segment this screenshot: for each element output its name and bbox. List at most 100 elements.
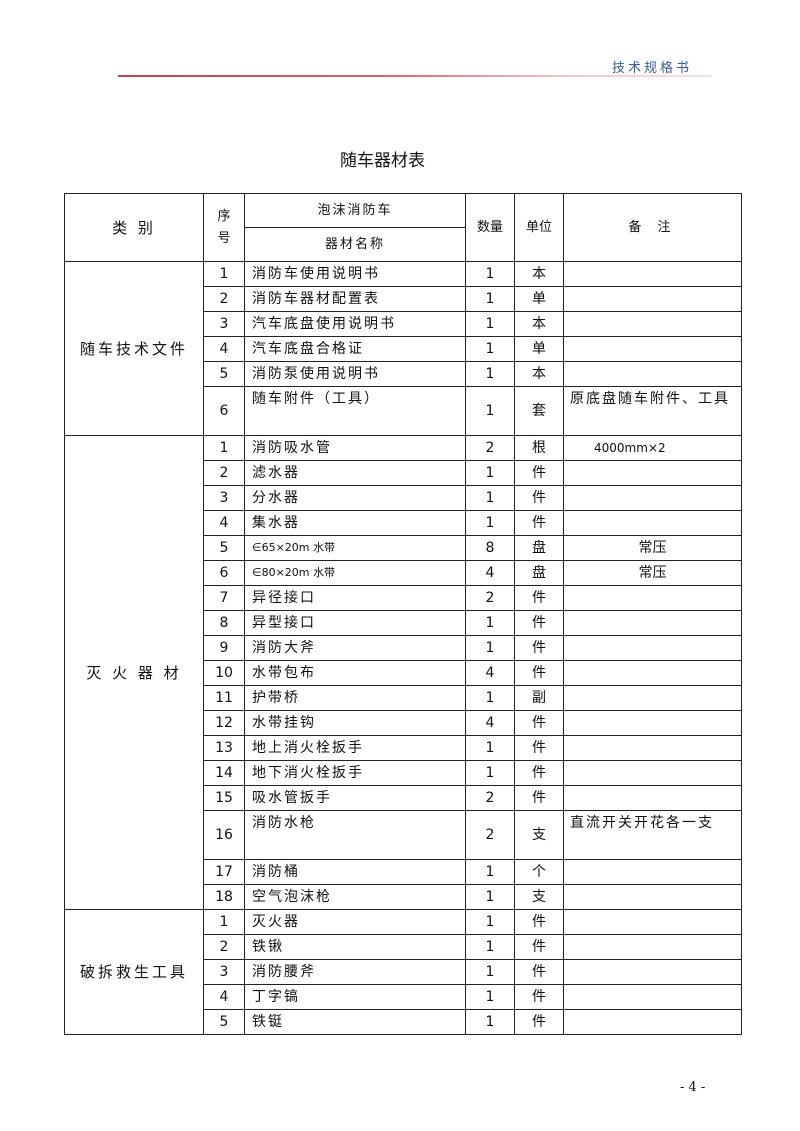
note-cell	[563, 585, 742, 611]
note-cell	[563, 934, 742, 960]
name-cell: ∈80×20m 水带	[244, 560, 466, 586]
name-cell: 地下消火栓扳手	[244, 760, 466, 786]
qty-cell: 1	[465, 685, 515, 711]
equipment-table: 类 别 序号 泡沫消防车 数量 单位 备 注 器材名称 随车技术文件 1 消防车使用…	[64, 193, 742, 1035]
qty-cell: 1	[465, 1009, 515, 1035]
name-cell: 灭火器	[244, 909, 466, 935]
note-cell	[563, 685, 742, 711]
unit-cell: 套	[514, 386, 564, 436]
unit-cell: 本	[514, 261, 564, 287]
name-cell: ∈65×20m 水带	[244, 535, 466, 561]
unit-cell: 件	[514, 710, 564, 736]
name-cell: 消防桶	[244, 859, 466, 885]
seq-cell: 6	[203, 386, 245, 436]
seq-cell: 3	[203, 959, 245, 985]
name-cell: 汽车底盘合格证	[244, 336, 466, 362]
seq-cell: 6	[203, 560, 245, 586]
note-cell	[563, 311, 742, 337]
name-cell: 丁字镐	[244, 984, 466, 1010]
name-cell: 吸水管扳手	[244, 785, 466, 811]
page-title: 随车器材表	[340, 151, 425, 171]
note-cell: 原底盘随车附件、工具	[563, 386, 742, 436]
table-row: 16 消防水枪 2 支直流开关开花各一支	[65, 810, 742, 860]
name-cell: 随车附件（工具）	[244, 386, 466, 436]
note-cell	[563, 859, 742, 885]
unit-cell: 盘	[514, 560, 564, 586]
qty-cell: 8	[465, 535, 515, 561]
note-cell	[563, 510, 742, 536]
seq-cell: 9	[203, 635, 245, 661]
table-row: 10 水带包布 4 件	[65, 660, 742, 686]
seq-cell: 4	[203, 984, 245, 1010]
unit-cell: 副	[514, 685, 564, 711]
qty-cell: 1	[465, 959, 515, 985]
unit-cell: 盘	[514, 535, 564, 561]
unit-cell: 件	[514, 585, 564, 611]
header-divider	[118, 75, 712, 77]
qty-cell: 1	[465, 386, 515, 436]
name-cell: 空气泡沫枪	[244, 884, 466, 910]
seq-cell: 2	[203, 286, 245, 312]
header-row-2: 器材名称	[65, 227, 742, 262]
note-cell: 直流开关开花各一支	[563, 810, 742, 860]
qty-cell: 1	[465, 610, 515, 636]
name-cell: 集水器	[244, 510, 466, 536]
name-cell: 异径接口	[244, 585, 466, 611]
unit-cell: 件	[514, 984, 564, 1010]
seq-cell: 1	[203, 435, 245, 461]
unit-cell: 单	[514, 336, 564, 362]
note-cell	[563, 286, 742, 312]
unit-cell: 支	[514, 884, 564, 910]
seq-cell: 13	[203, 735, 245, 761]
qty-cell: 2	[465, 785, 515, 811]
table-row: 13 地上消火栓扳手 1 件	[65, 735, 742, 761]
seq-cell: 18	[203, 884, 245, 910]
note-cell: 常压	[563, 535, 742, 561]
seq-cell: 1	[203, 909, 245, 935]
qty-cell: 1	[465, 884, 515, 910]
note-cell: 4000mm×2	[563, 435, 742, 461]
seq-cell: 14	[203, 760, 245, 786]
qty-cell: 1	[465, 311, 515, 337]
header-row: 类 别 序号 泡沫消防车 数量 单位 备 注	[64, 193, 742, 262]
unit-cell: 件	[514, 760, 564, 786]
table-row: 3 汽车底盘使用说明书 1 本	[65, 311, 742, 337]
name-cell: 消防水枪	[244, 810, 466, 860]
qty-cell: 1	[465, 859, 515, 885]
name-cell: 滤水器	[244, 460, 466, 486]
unit-cell: 根	[514, 435, 564, 461]
note-cell	[563, 336, 742, 362]
seq-cell: 5	[203, 535, 245, 561]
header-seq: 序号	[203, 193, 245, 262]
name-cell: 消防车使用说明书	[244, 261, 466, 287]
unit-cell: 件	[514, 735, 564, 761]
name-cell: 消防泵使用说明书	[244, 361, 466, 387]
note-cell: 常压	[563, 560, 742, 586]
note-cell	[563, 959, 742, 985]
unit-cell: 支	[514, 810, 564, 860]
header-note: 备 注	[563, 193, 742, 262]
table-row: 15 吸水管扳手 2 件	[65, 785, 742, 811]
note-cell	[563, 735, 742, 761]
table-row: 4 集水器 1 件	[65, 510, 742, 536]
qty-cell: 2	[465, 585, 515, 611]
table-row: 2 滤水器 1 件	[65, 460, 742, 486]
table-row: 12 水带挂钩 4 件	[65, 710, 742, 736]
note-cell	[563, 710, 742, 736]
note-cell	[563, 884, 742, 910]
unit-cell: 单	[514, 286, 564, 312]
qty-cell: 1	[465, 934, 515, 960]
note-cell	[563, 660, 742, 686]
name-cell: 异型接口	[244, 610, 466, 636]
seq-cell: 7	[203, 585, 245, 611]
note-cell	[563, 261, 742, 287]
qty-cell: 1	[465, 485, 515, 511]
unit-cell: 件	[514, 1009, 564, 1035]
qty-cell: 1	[465, 460, 515, 486]
unit-cell: 件	[514, 635, 564, 661]
note-cell	[563, 760, 742, 786]
seq-cell: 10	[203, 660, 245, 686]
note-cell	[563, 361, 742, 387]
category-cell: 破拆救生工具	[64, 909, 204, 1035]
note-cell	[563, 485, 742, 511]
